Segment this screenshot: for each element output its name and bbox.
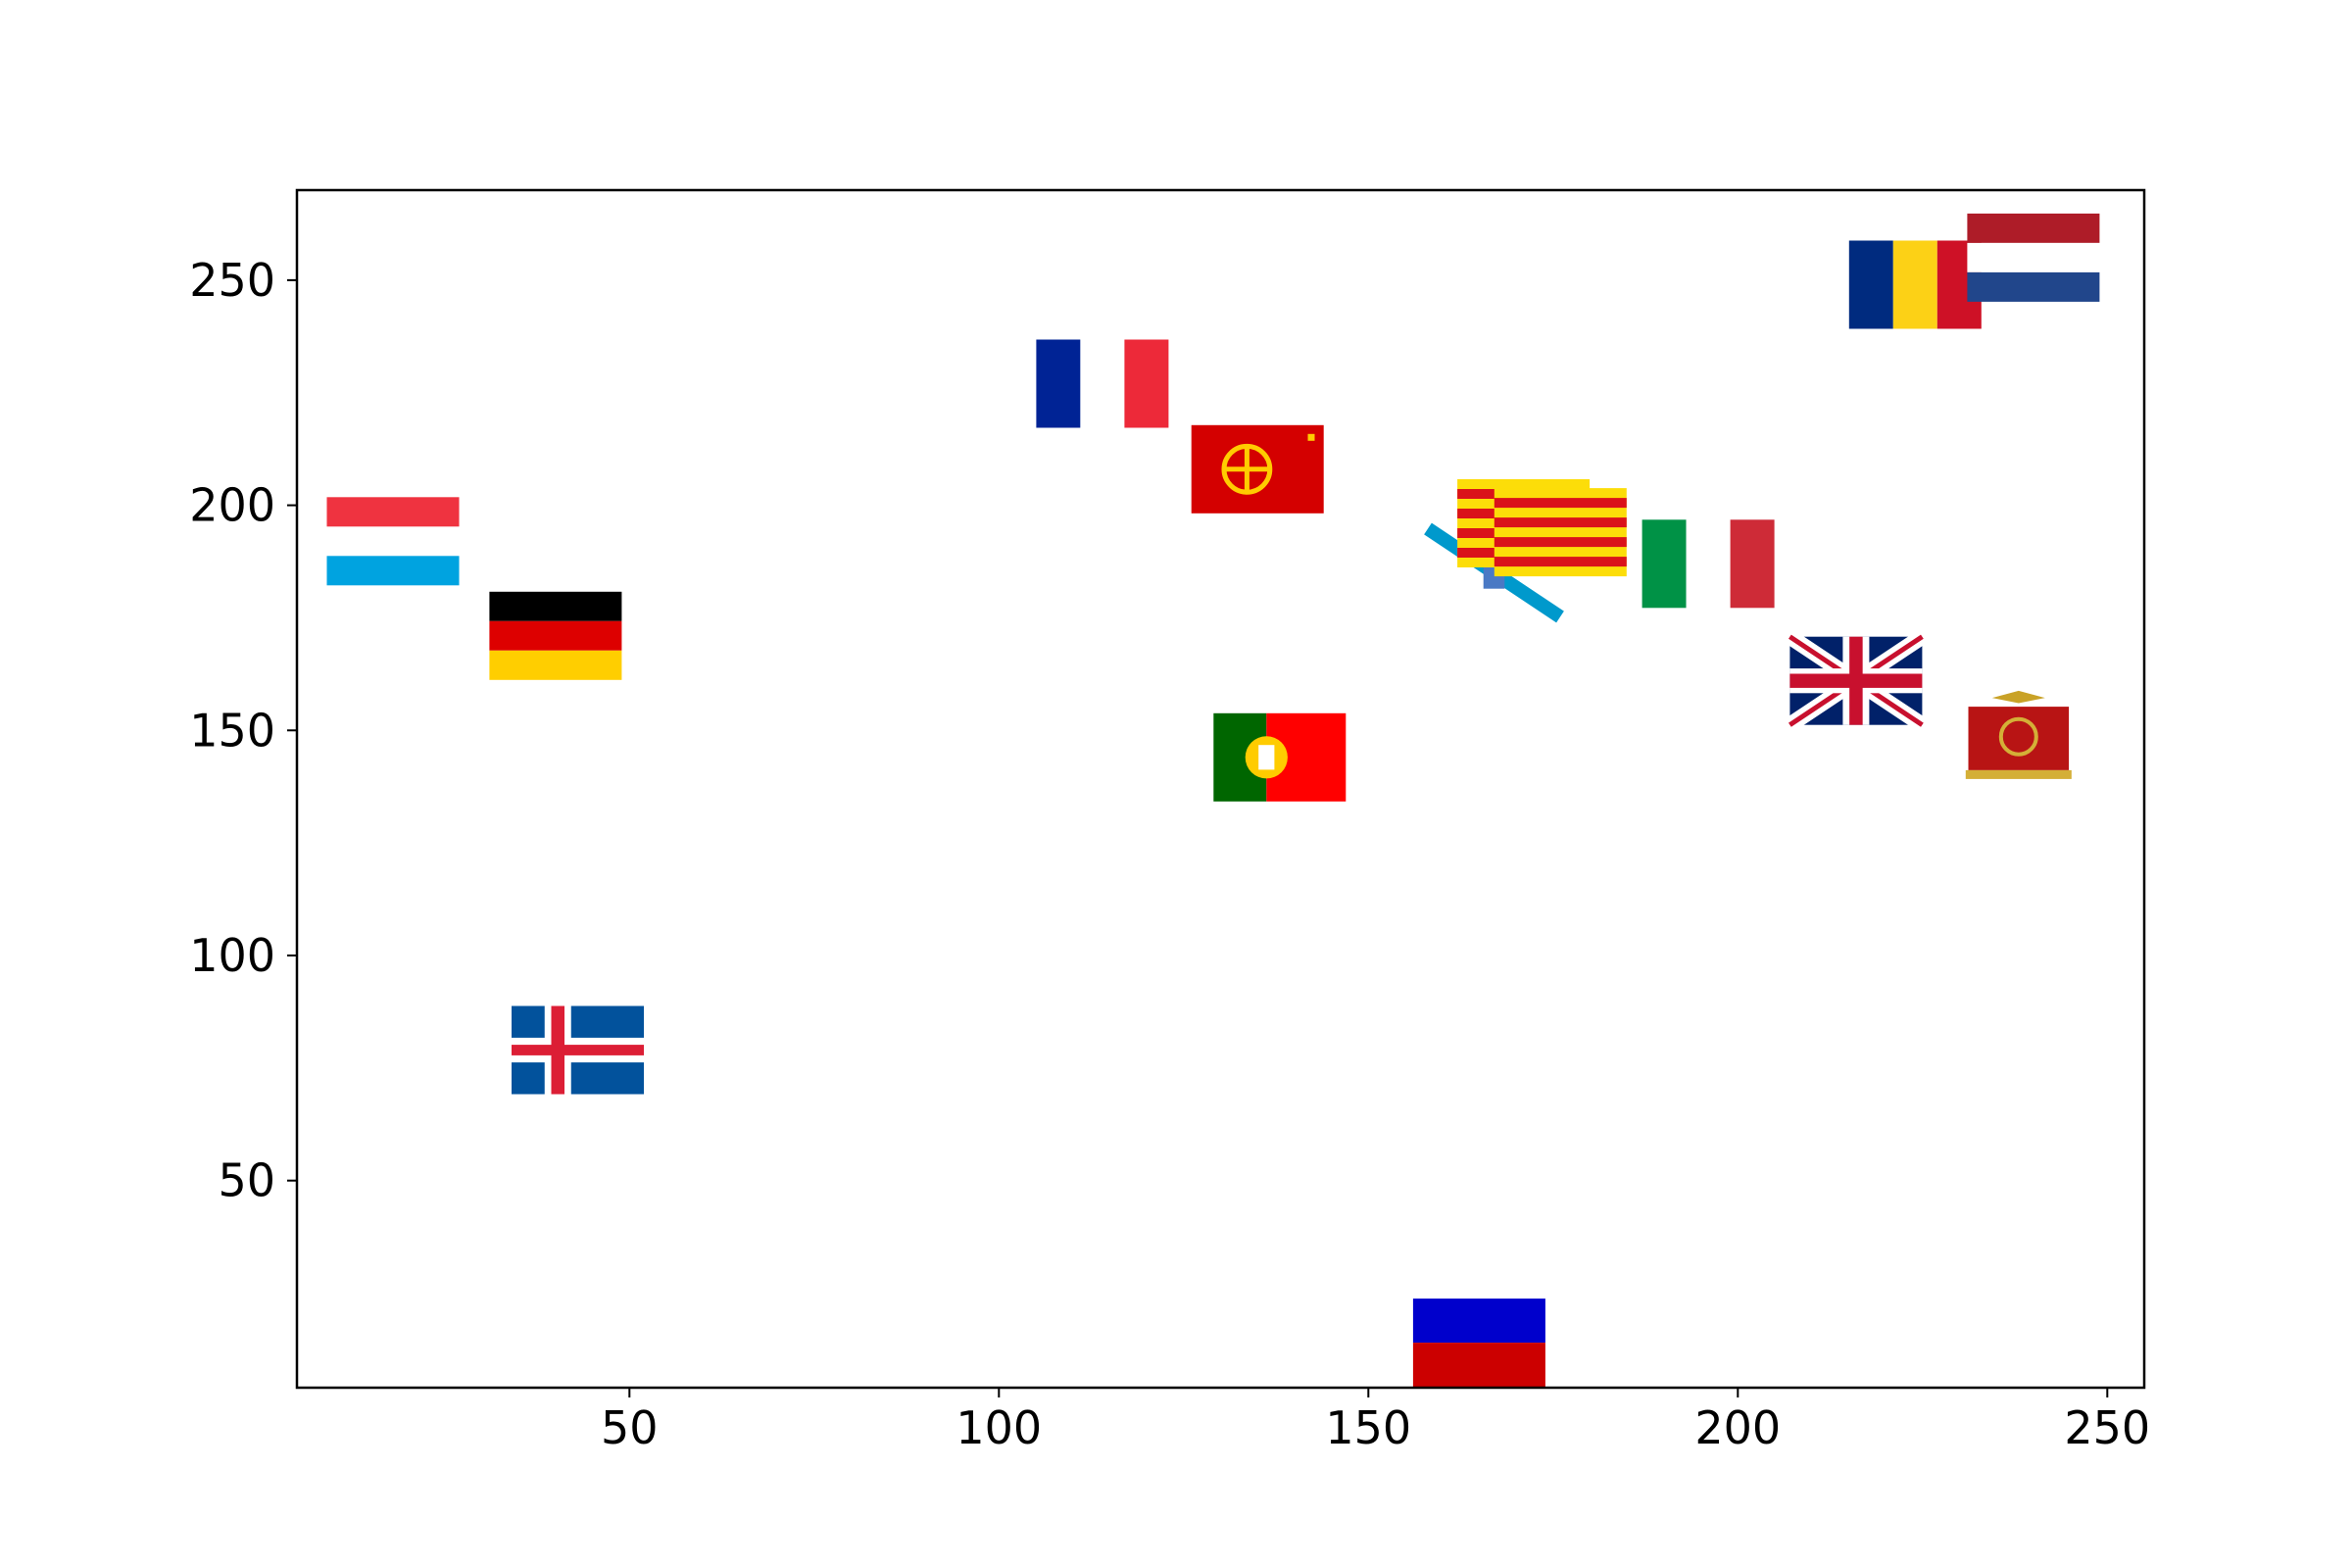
flag-marker-germany	[489, 591, 622, 680]
x-tick-label: 200	[1694, 1401, 1781, 1454]
flag-marker-italy	[1642, 519, 1775, 609]
x-tick-label: 250	[2064, 1401, 2150, 1454]
flag-marker-roman-empire	[1965, 690, 2072, 779]
x-tick-label: 100	[956, 1401, 1042, 1454]
y-tick-label: 100	[189, 929, 275, 982]
flag-marker-catalonia	[1494, 488, 1627, 577]
x-axis: 50 100 150 200 250	[601, 1388, 2150, 1454]
flag-marker-france	[1036, 339, 1169, 428]
flag-marker-iceland	[512, 1005, 644, 1095]
y-tick-label: 150	[189, 704, 275, 757]
x-tick-label: 50	[601, 1401, 659, 1454]
flag-marker-romania	[1848, 240, 1982, 329]
y-tick-label: 200	[189, 479, 275, 532]
y-tick-label: 50	[218, 1154, 275, 1207]
flag-marker-netherlands	[1967, 213, 2100, 302]
plot-frame	[295, 188, 2146, 1390]
y-axis: 50 100 150 200 250	[189, 254, 297, 1207]
flag-marker-russia	[1412, 1298, 1545, 1388]
flag-marker-united-kingdom	[1785, 630, 1927, 732]
x-tick-label: 150	[1325, 1401, 1411, 1454]
flag-markers	[326, 213, 2100, 1388]
flag-marker-portugal	[1213, 712, 1347, 802]
flag-marker-occitania	[1191, 424, 1324, 514]
flag-marker-luxembourg	[326, 497, 460, 586]
y-tick-label: 250	[189, 254, 275, 307]
